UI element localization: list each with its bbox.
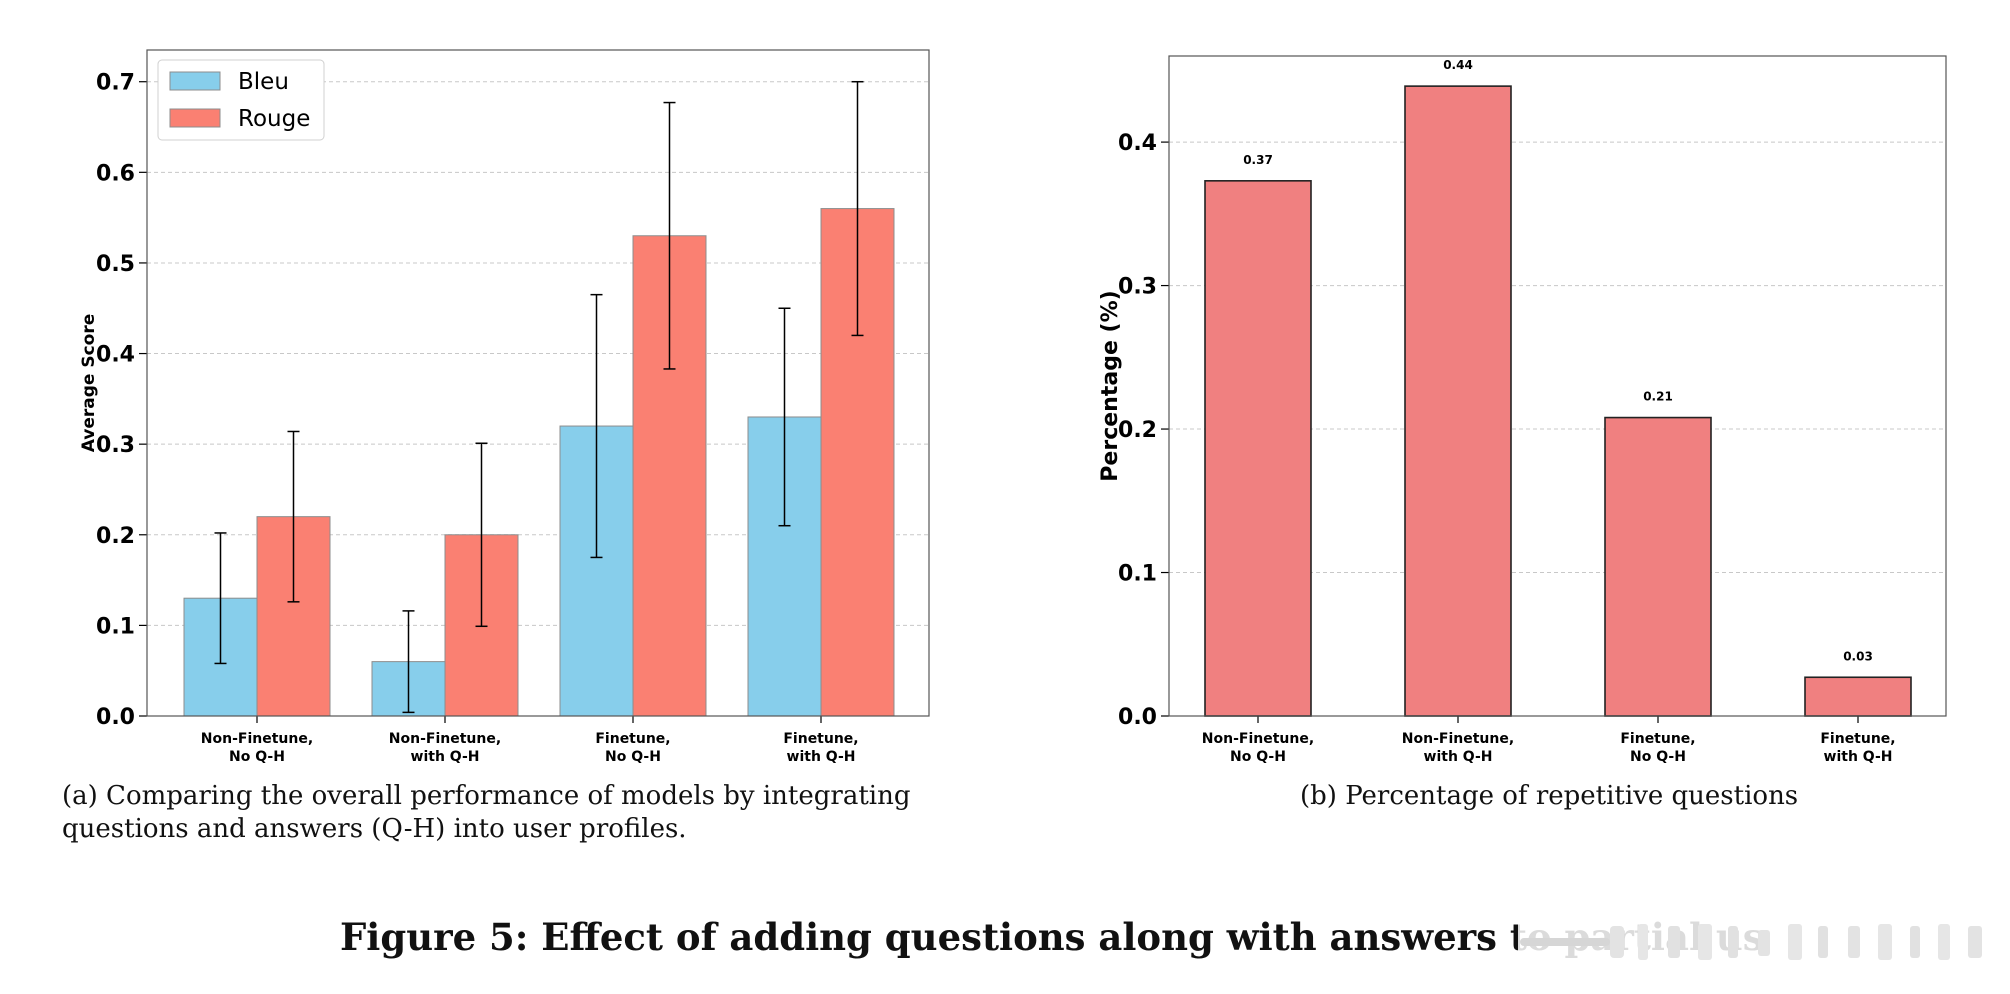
chart-b-frame bbox=[1168, 55, 1947, 717]
chart-a-xtick-label: with Q-H bbox=[411, 749, 480, 765]
chart-b-ytick-label: 0.3 bbox=[1118, 275, 1157, 300]
chart-b-data-label: 0.03 bbox=[1843, 649, 1873, 663]
chart-a-xtick-label: No Q-H bbox=[229, 749, 285, 765]
chart-b-ytick-label: 0.4 bbox=[1118, 131, 1157, 156]
chart-b-xtick-label: Non-Finetune, bbox=[1202, 731, 1314, 747]
chart-a-xtick-label: No Q-H bbox=[605, 749, 661, 765]
chart-a-ytick-label: 0.4 bbox=[96, 343, 135, 368]
chart-b-ytick-label: 0.0 bbox=[1118, 705, 1157, 730]
chart-a-ytick-label: 0.3 bbox=[96, 433, 135, 458]
chart-b-xtick-label: Finetune, bbox=[1820, 731, 1895, 747]
chart-a-ytick-label: 0.7 bbox=[96, 71, 135, 96]
chart-b-data-label: 0.44 bbox=[1443, 58, 1473, 72]
chart-a-xtick-label: Finetune, bbox=[783, 731, 858, 747]
chart-b-bar bbox=[1404, 85, 1512, 717]
chart-b-xtick-label: Finetune, bbox=[1620, 731, 1695, 747]
chart-b-xtick-label: No Q-H bbox=[1230, 749, 1286, 765]
chart-a-ylabel: Average Score bbox=[79, 314, 99, 453]
chart-a-xtick-label: Finetune, bbox=[595, 731, 670, 747]
chart-a-legend-swatch-bleu bbox=[169, 71, 221, 91]
chart-a-ytick-label: 0.0 bbox=[96, 705, 135, 730]
chart-a-xtick-label: Non-Finetune, bbox=[389, 731, 501, 747]
chart-a-ytick-label: 0.5 bbox=[96, 252, 135, 277]
chart-b-ytick-label: 0.2 bbox=[1118, 418, 1157, 443]
chart-b-xtick-label: with Q-H bbox=[1824, 749, 1893, 765]
chart-b-data-label: 0.37 bbox=[1243, 153, 1273, 167]
chart-b-bar bbox=[1604, 416, 1712, 717]
chart-a-ytick-label: 0.1 bbox=[96, 614, 135, 639]
chart-a-frame bbox=[146, 49, 930, 717]
chart-a-ytick-label: 0.6 bbox=[96, 161, 135, 186]
chart-b-ytick-label: 0.1 bbox=[1118, 562, 1157, 587]
chart-b-xtick-label: with Q-H bbox=[1424, 749, 1493, 765]
chart-b-xtick-label: Non-Finetune, bbox=[1402, 731, 1514, 747]
caption-a: (a) Comparing the overall performance of… bbox=[62, 781, 911, 844]
chart-a-legend-swatch-rouge bbox=[169, 108, 221, 128]
chart-a-legend-label-bleu: Bleu bbox=[238, 69, 289, 95]
chart-a-xtick-label: with Q-H bbox=[787, 749, 856, 765]
chart-b-bar bbox=[1804, 676, 1912, 717]
chart-a-xtick-label: Non-Finetune, bbox=[201, 731, 313, 747]
chart-b-data-label: 0.21 bbox=[1643, 390, 1673, 404]
watermark-overlay bbox=[1518, 920, 2008, 964]
chart-b-xtick-label: No Q-H bbox=[1630, 749, 1686, 765]
caption-b: (b) Percentage of repetitive questions bbox=[1300, 781, 1799, 811]
chart-b-ylabel: Percentage (%) bbox=[1098, 290, 1123, 481]
chart-a-ytick-label: 0.2 bbox=[96, 524, 135, 549]
chart-a-legend-label-rouge: Rouge bbox=[238, 106, 310, 132]
chart-b-bar bbox=[1204, 180, 1312, 717]
